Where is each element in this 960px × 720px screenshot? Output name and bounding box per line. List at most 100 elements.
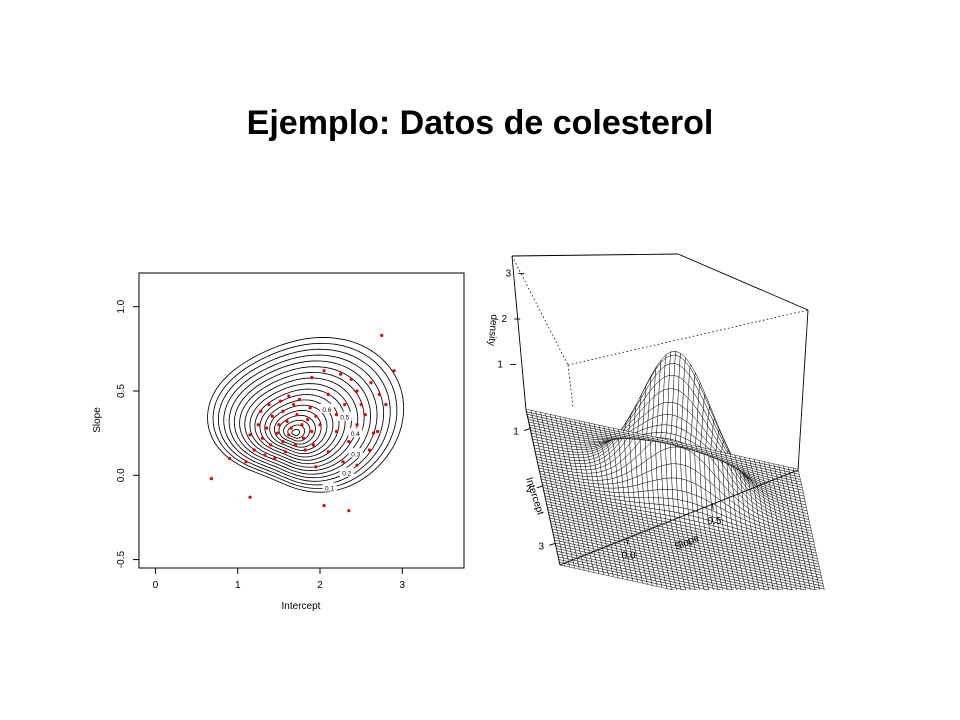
contour-line xyxy=(273,409,322,448)
data-point xyxy=(322,369,326,373)
surface-facet xyxy=(642,481,649,492)
y-tick-label: -0.5 xyxy=(116,551,127,569)
data-point xyxy=(314,414,318,418)
surface-facet xyxy=(602,483,609,489)
intercept-tick xyxy=(536,485,543,489)
surface-facet xyxy=(672,402,679,417)
surface-facet xyxy=(574,463,581,467)
contour-line xyxy=(291,428,301,436)
hidden-box-edge xyxy=(567,309,809,366)
surface-facet xyxy=(657,402,664,417)
surface-facet xyxy=(660,432,667,439)
surface-facet xyxy=(574,460,581,464)
surface-facet xyxy=(581,469,587,474)
contour-label: 0.4 xyxy=(351,431,360,438)
data-point xyxy=(264,426,269,430)
surface-facet xyxy=(671,477,678,491)
data-point xyxy=(322,504,326,508)
surface-facet xyxy=(653,497,660,505)
data-point xyxy=(297,397,302,402)
surface-facet xyxy=(591,476,598,481)
data-point xyxy=(369,380,373,385)
contour-line xyxy=(283,419,311,442)
contour-line xyxy=(249,383,352,465)
data-point xyxy=(376,429,380,434)
contour-line xyxy=(287,424,306,439)
data-point xyxy=(260,436,265,440)
contour-plot: 0 1 2 3 -0.5 0.0 0.5 1.0 Intercept Slope 0.1 0.… xyxy=(92,272,465,612)
data-point xyxy=(267,402,271,407)
surface-facet xyxy=(642,490,649,498)
slide-title: Ejemplo: Datos de colesterol xyxy=(246,104,714,142)
contour-lines xyxy=(207,336,405,493)
data-point xyxy=(306,418,310,422)
slope-tick xyxy=(711,504,714,511)
data-point xyxy=(303,448,307,452)
data-point xyxy=(275,431,279,435)
data-point xyxy=(277,423,281,427)
data-point xyxy=(355,463,359,467)
surface-facet xyxy=(681,490,688,502)
surface-facet xyxy=(672,498,679,508)
data-point xyxy=(289,426,293,430)
data-point xyxy=(371,431,376,435)
z-tick-label: 1 xyxy=(497,360,503,371)
data-point xyxy=(338,372,343,376)
surface-facet xyxy=(667,489,674,500)
z-axis-label: density xyxy=(486,314,500,347)
surface-facet xyxy=(656,424,663,433)
data-point xyxy=(227,456,232,461)
surface-facet xyxy=(649,503,655,510)
surface-facet xyxy=(652,489,659,499)
surface-facet xyxy=(607,483,614,489)
hidden-box-edge xyxy=(567,364,574,408)
data-point xyxy=(380,333,384,337)
y-tick-label: 0.0 xyxy=(116,468,127,482)
x-tick-label: 0 xyxy=(153,580,159,591)
surface-facet xyxy=(663,504,670,512)
bounding-box-edge xyxy=(559,469,799,566)
surface-facet xyxy=(666,424,672,434)
bounding-box-edge xyxy=(525,409,561,566)
x-tick-label: 2 xyxy=(317,580,323,591)
surface-facet xyxy=(633,497,640,503)
surface-facet xyxy=(580,466,587,471)
surface-facet xyxy=(680,464,687,481)
data-point xyxy=(326,392,330,396)
surface-facet xyxy=(673,363,680,378)
surface-facet xyxy=(573,457,580,461)
contour-line xyxy=(207,336,405,493)
surface-facet xyxy=(669,354,676,364)
contour-label-bg xyxy=(319,403,334,413)
data-point xyxy=(281,409,285,413)
contour-label-bg xyxy=(322,482,337,492)
data-point xyxy=(285,419,289,423)
bounding-box-edge xyxy=(797,309,809,471)
surface-facet xyxy=(623,492,630,498)
data-point xyxy=(259,409,263,413)
surface-facet xyxy=(613,487,620,493)
data-point xyxy=(310,375,314,380)
surface-facet xyxy=(622,486,629,493)
surface-facet xyxy=(598,483,604,489)
data-point xyxy=(281,439,285,444)
contour-line xyxy=(278,414,316,445)
surface-facet xyxy=(676,477,683,492)
surface-facet xyxy=(667,388,674,403)
surface-facet xyxy=(670,446,677,465)
surface-facet xyxy=(661,424,668,434)
z-tick-label: 3 xyxy=(506,269,512,280)
contour-line xyxy=(233,366,371,475)
data-point xyxy=(209,477,214,481)
surface-facet xyxy=(669,363,676,376)
y-tick-label: 0.5 xyxy=(116,384,127,398)
data-point xyxy=(269,443,273,447)
surface-facet xyxy=(670,351,677,356)
surface-facet xyxy=(662,489,669,499)
y-axis-label: Slope xyxy=(92,407,103,433)
surface-facet xyxy=(666,414,673,426)
data-point xyxy=(314,465,318,469)
surface-facet xyxy=(579,463,586,467)
surface-facet xyxy=(579,460,586,464)
surface-facet xyxy=(618,487,625,493)
